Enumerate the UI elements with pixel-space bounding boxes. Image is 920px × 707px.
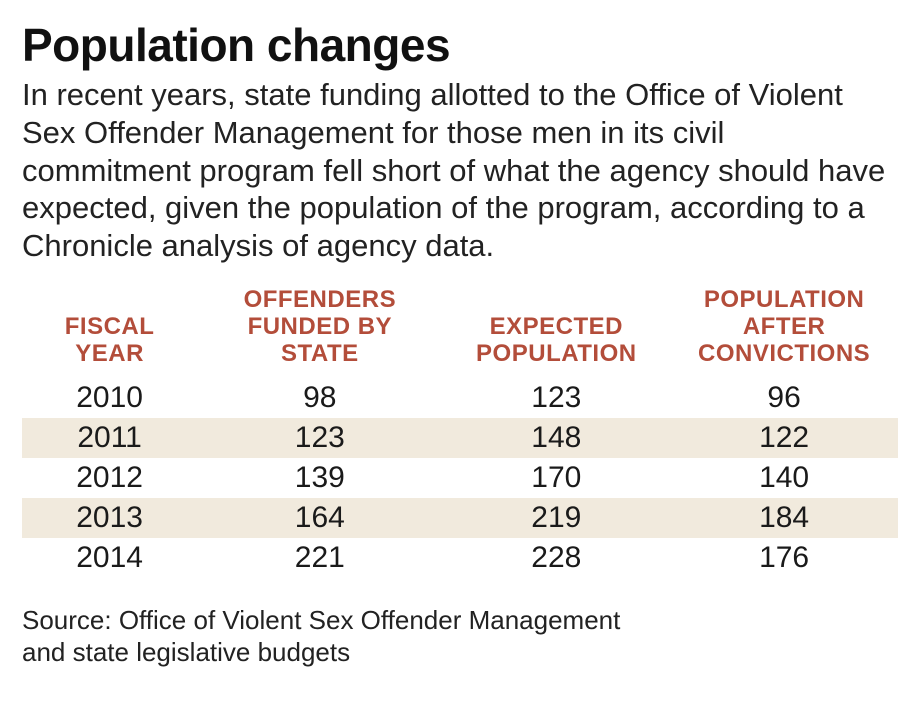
col-header-text: POPULATION [476, 340, 637, 367]
cell-year: 2010 [22, 378, 197, 418]
col-header-text: FUNDED BY [248, 313, 393, 340]
cell-expected: 170 [442, 458, 670, 498]
cell-year: 2013 [22, 498, 197, 538]
cell-expected: 123 [442, 378, 670, 418]
cell-funded: 123 [197, 418, 442, 458]
page-title: Population changes [22, 18, 898, 72]
cell-funded: 98 [197, 378, 442, 418]
col-header-text: CONVICTIONS [698, 340, 870, 367]
table-row: 2014 221 228 176 [22, 538, 898, 578]
cell-expected: 228 [442, 538, 670, 578]
source-line: Source: Office of Violent Sex Offender M… [22, 605, 620, 635]
source-text: Source: Office of Violent Sex Offender M… [22, 604, 898, 669]
table-row: 2012 139 170 140 [22, 458, 898, 498]
population-table: FISCAL YEAR OFFENDERS FUNDED BY STATE EX… [22, 283, 898, 578]
col-header-text: AFTER [743, 313, 826, 340]
cell-year: 2014 [22, 538, 197, 578]
cell-after: 140 [670, 458, 898, 498]
col-header-text: STATE [281, 340, 359, 367]
col-header-text: YEAR [75, 340, 144, 367]
table-header-row: FISCAL YEAR OFFENDERS FUNDED BY STATE EX… [22, 283, 898, 378]
source-line: and state legislative budgets [22, 637, 350, 667]
col-header-text: OFFENDERS [244, 286, 397, 313]
cell-year: 2012 [22, 458, 197, 498]
table-body: 2010 98 123 96 2011 123 148 122 2012 139… [22, 378, 898, 578]
table-row: 2011 123 148 122 [22, 418, 898, 458]
col-header-expected-population: EXPECTED POPULATION [442, 283, 670, 378]
cell-after: 122 [670, 418, 898, 458]
cell-year: 2011 [22, 418, 197, 458]
col-header-text: FISCAL [65, 313, 155, 340]
cell-expected: 219 [442, 498, 670, 538]
cell-funded: 139 [197, 458, 442, 498]
intro-text: In recent years, state funding allotted … [22, 76, 898, 265]
col-header-text: EXPECTED [490, 313, 623, 340]
cell-after: 184 [670, 498, 898, 538]
table-row: 2010 98 123 96 [22, 378, 898, 418]
cell-funded: 221 [197, 538, 442, 578]
cell-expected: 148 [442, 418, 670, 458]
table-row: 2013 164 219 184 [22, 498, 898, 538]
cell-after: 176 [670, 538, 898, 578]
col-header-text: POPULATION [704, 286, 865, 313]
col-header-population-after: POPULATION AFTER CONVICTIONS [670, 283, 898, 378]
col-header-fiscal-year: FISCAL YEAR [22, 283, 197, 378]
cell-funded: 164 [197, 498, 442, 538]
cell-after: 96 [670, 378, 898, 418]
col-header-offenders-funded: OFFENDERS FUNDED BY STATE [197, 283, 442, 378]
